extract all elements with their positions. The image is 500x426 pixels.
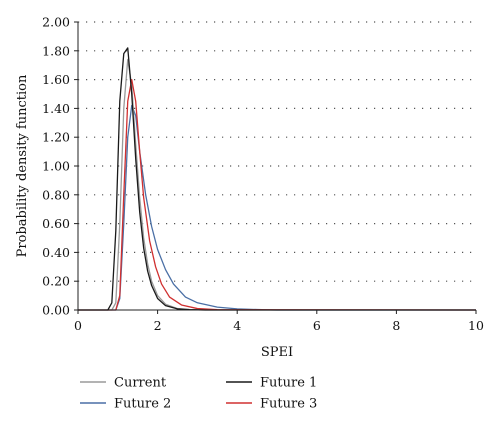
legend-label-future-1: Future 1 [260, 376, 317, 391]
x-tick-labels: 0 2 4 6 8 10 [74, 310, 484, 333]
legend: Current Future 1 Future 2 Future 3 [80, 376, 317, 412]
legend-label-current: Current [114, 376, 167, 391]
x-tick-label: 4 [233, 318, 241, 333]
series-line-future-1 [78, 47, 476, 311]
y-tick-label: 0.40 [42, 245, 70, 260]
y-tick-label: 1.40 [42, 101, 70, 116]
legend-label-future-2: Future 2 [114, 397, 171, 412]
y-tick-label: 1.00 [42, 159, 70, 174]
series-line-future-3 [78, 78, 477, 311]
x-tick-label: 10 [468, 318, 484, 333]
series-lines [78, 47, 477, 311]
legend-label-future-3: Future 3 [260, 397, 317, 412]
y-tick-labels: 0.00 0.20 0.40 0.60 0.80 1.00 1.20 1.40 1.60 1.80… [42, 15, 78, 318]
series-line-future-2 [78, 104, 476, 311]
x-tick-label: 0 [74, 318, 82, 333]
y-tick-label: 0.60 [42, 216, 70, 231]
x-axis-title: SPEI [261, 345, 293, 360]
y-tick-label: 1.80 [42, 43, 70, 58]
x-tick-label: 6 [313, 318, 321, 333]
y-tick-label: 2.00 [42, 15, 70, 30]
y-axis-title: Probability density function [15, 74, 30, 257]
x-tick-label: 8 [392, 318, 400, 333]
gridlines [78, 21, 476, 282]
x-tick-label: 2 [154, 318, 162, 333]
y-tick-label: 1.60 [42, 72, 70, 87]
y-tick-label: 0.00 [42, 303, 70, 318]
y-tick-label: 0.80 [42, 187, 70, 202]
y-tick-label: 0.20 [42, 274, 70, 289]
y-tick-label: 1.20 [42, 130, 70, 145]
